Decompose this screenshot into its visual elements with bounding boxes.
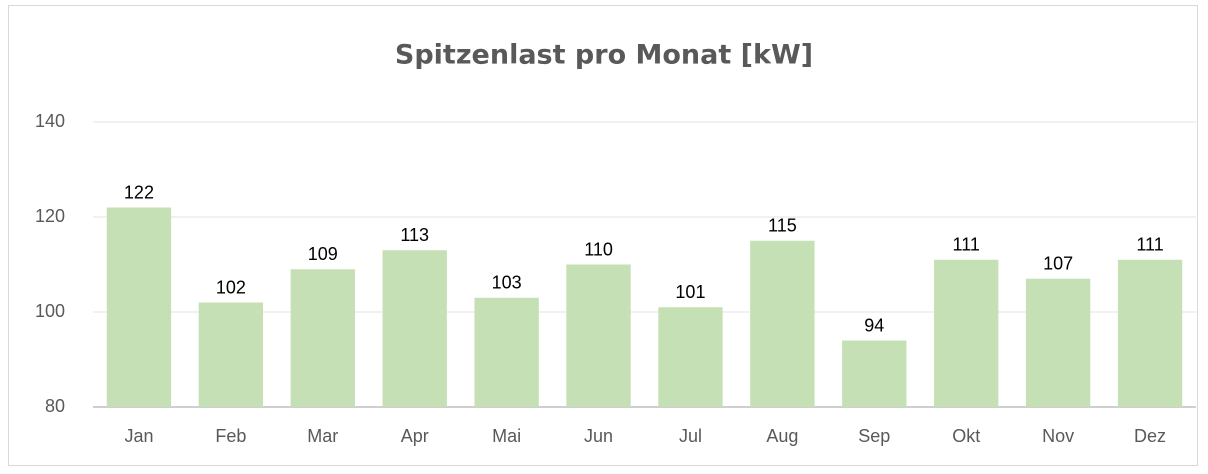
bar [1025, 278, 1091, 407]
x-tick-label: Okt [952, 426, 980, 446]
bar [106, 207, 172, 407]
bar [750, 240, 815, 407]
bar [934, 259, 999, 407]
value-label: 110 [584, 239, 613, 259]
x-tick-label: Sep [858, 426, 890, 446]
y-tick-label: 140 [35, 111, 65, 131]
value-label: 101 [675, 282, 705, 302]
y-tick-label: 120 [35, 206, 65, 226]
bar [382, 250, 447, 407]
value-label: 115 [768, 216, 797, 236]
y-tick-label: 80 [45, 396, 65, 416]
value-label: 109 [308, 244, 338, 264]
bar [658, 307, 723, 407]
value-label: 103 [492, 273, 522, 293]
value-label: 107 [1043, 254, 1073, 274]
x-tick-label: Mai [492, 426, 521, 446]
value-label: 94 [864, 315, 884, 335]
bar [474, 297, 539, 407]
value-label: 111 [953, 235, 980, 255]
bar [566, 264, 631, 407]
value-label: 102 [216, 277, 246, 297]
value-label: 122 [124, 182, 154, 202]
bar [198, 302, 264, 407]
bar [842, 340, 907, 407]
x-tick-label: Apr [401, 426, 429, 446]
x-tick-label: Dez [1134, 426, 1166, 446]
x-tick-label: Aug [766, 426, 798, 446]
chart-title: Spitzenlast pro Monat [kW] [395, 40, 813, 71]
bar [1117, 259, 1183, 407]
x-tick-label: Jul [679, 426, 702, 446]
x-tick-label: Mar [307, 426, 338, 446]
value-label: 111 [1136, 235, 1163, 255]
x-tick-label: Feb [215, 426, 246, 446]
y-tick-label: 100 [35, 301, 65, 321]
x-tick-label: Nov [1042, 426, 1074, 446]
x-tick-label: Jun [584, 426, 613, 446]
bar [290, 269, 355, 407]
value-label: 113 [400, 225, 429, 245]
x-tick-label: Jan [124, 426, 153, 446]
